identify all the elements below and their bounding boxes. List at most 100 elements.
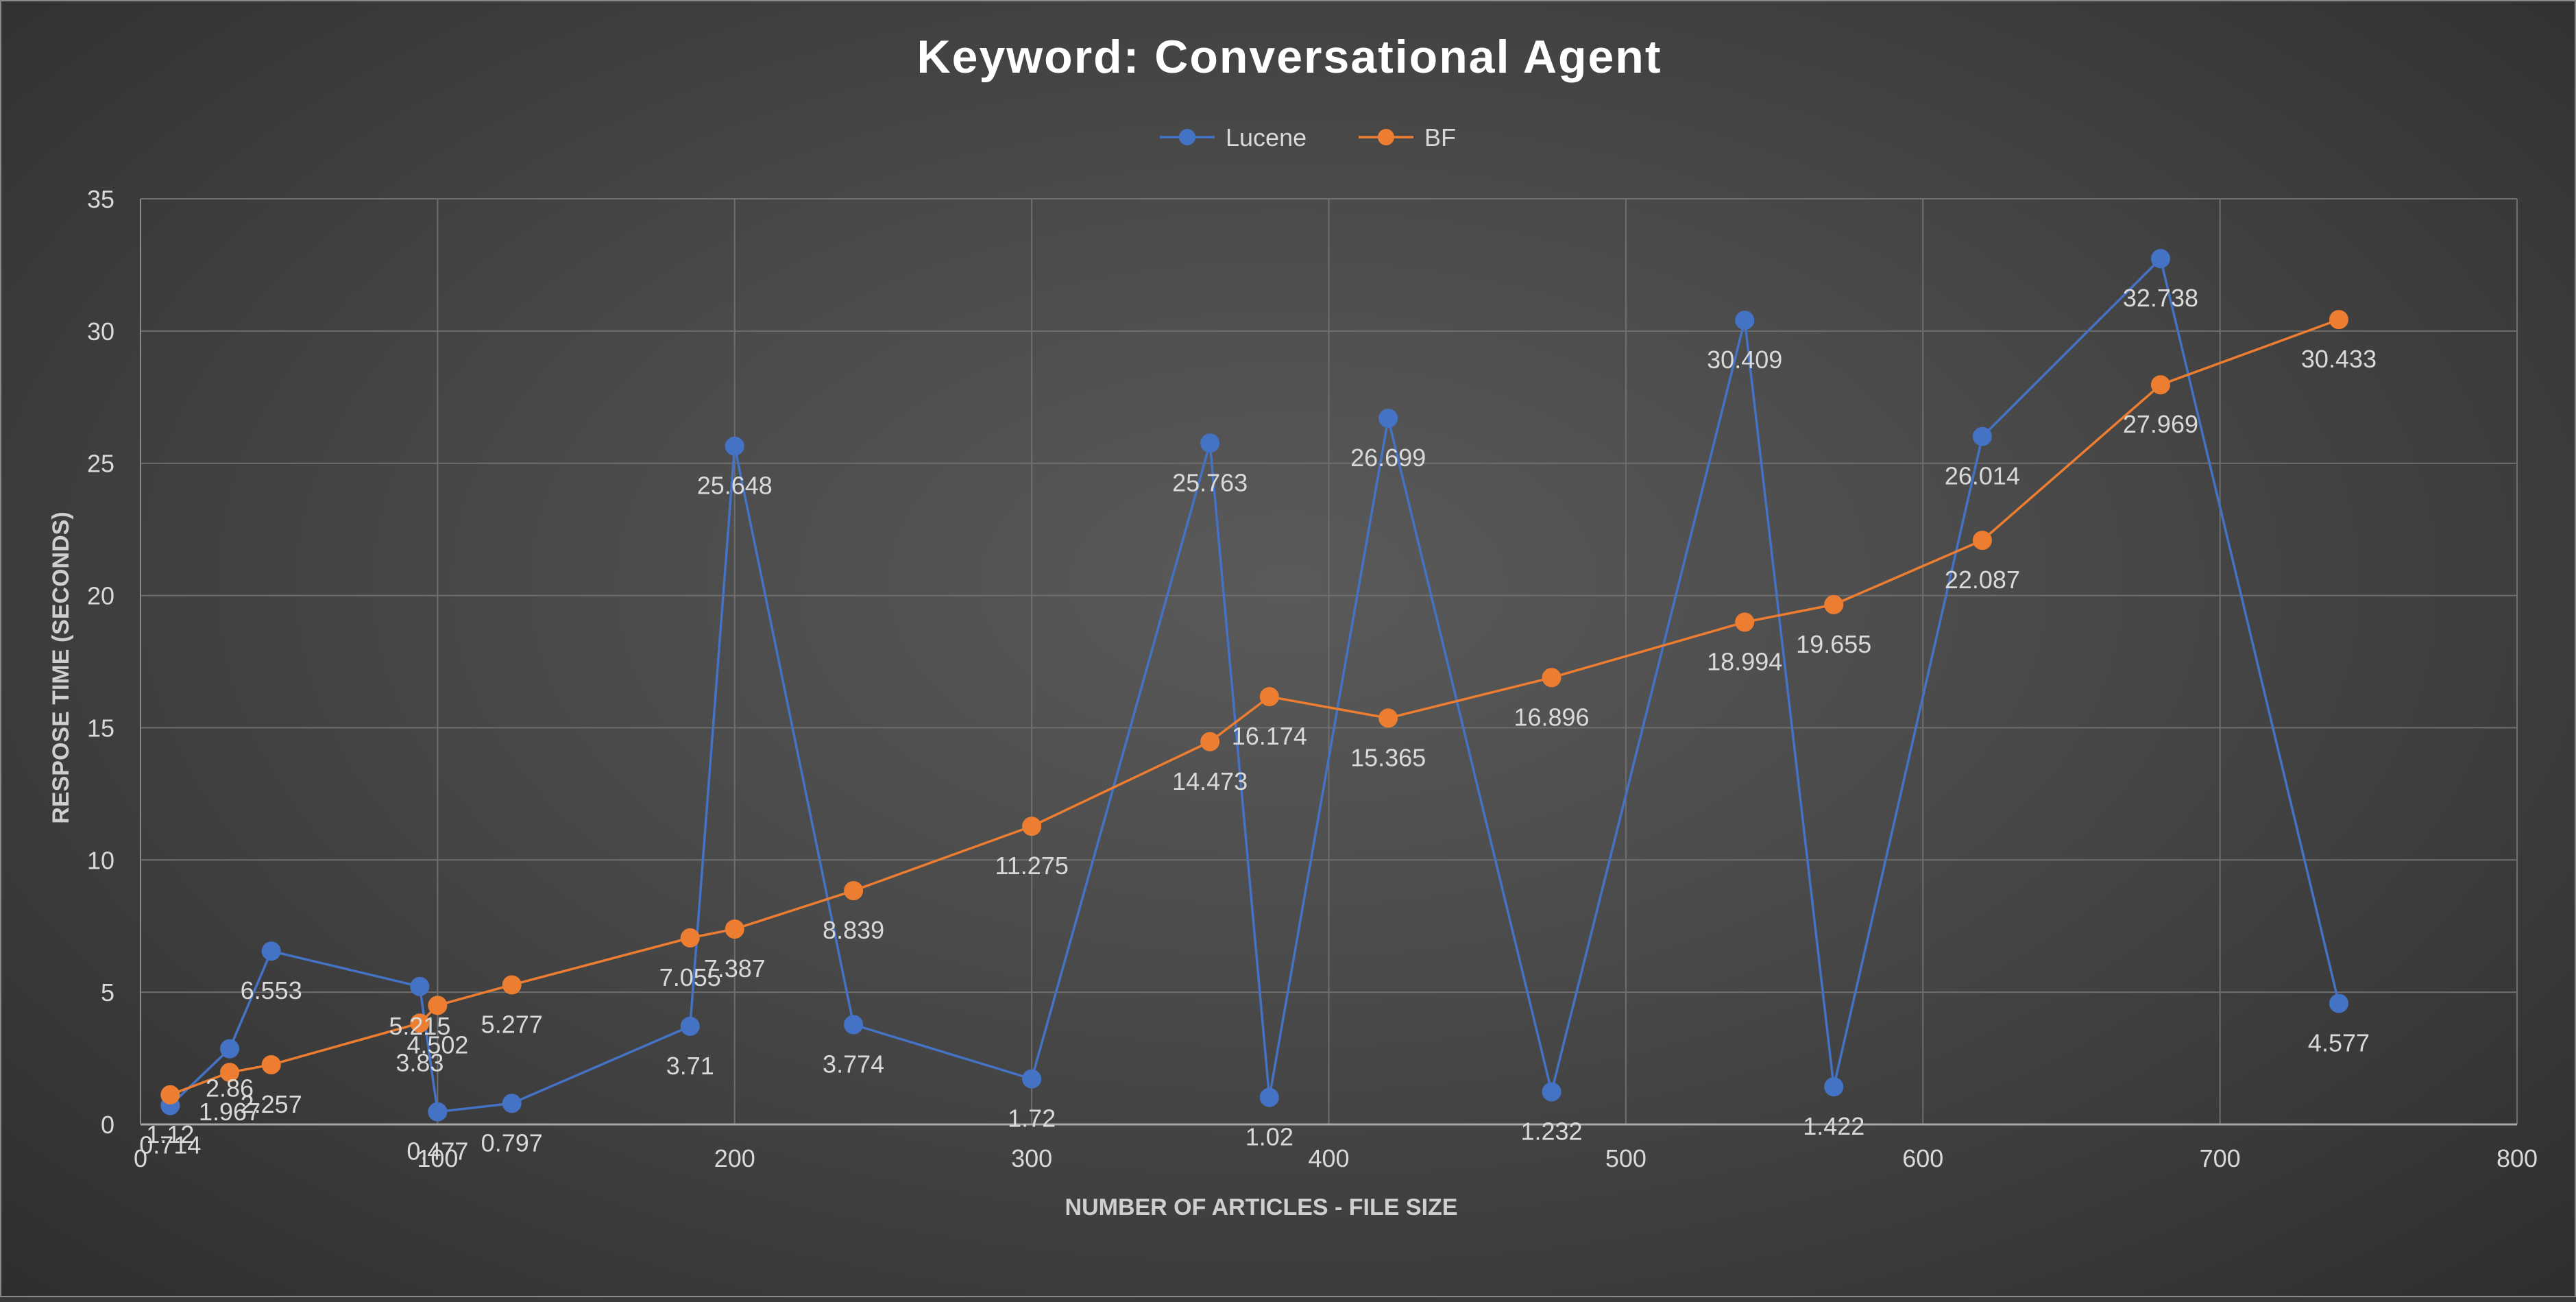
data-label-lucene: 30.409 <box>1707 346 1782 374</box>
data-label-lucene: 1.232 <box>1520 1117 1582 1145</box>
axes: 0 5 10 15 20 25 30 35 0 100 200 300 400 500 600 700 800 <box>87 185 2538 1172</box>
series-line-lucene <box>169 257 2340 1113</box>
data-point-lucene <box>1200 433 1220 453</box>
y-tick-label: 30 <box>87 317 114 346</box>
y-axis-title: RESPOSE TIME (SECONDS) <box>48 511 74 823</box>
data-label-lucene: 32.738 <box>2123 284 2198 312</box>
data-point-lucene <box>1735 311 1755 330</box>
data-point-bf <box>2150 375 2170 395</box>
data-label-bf: 4.502 <box>406 1030 468 1059</box>
data-label-lucene: 0.797 <box>481 1129 543 1157</box>
data-point-lucene <box>1259 1087 1279 1107</box>
legend-item-bf: BF <box>1359 123 1456 152</box>
data-label-bf: 19.655 <box>1796 630 1871 658</box>
data-label-bf: 22.087 <box>1945 566 2020 594</box>
data-label-lucene: 25.763 <box>1172 468 1248 496</box>
data-label-lucene: 0.477 <box>406 1137 468 1166</box>
legend-label: BF <box>1424 123 1456 152</box>
data-label-bf: 2.257 <box>241 1090 302 1118</box>
legend-label: Lucene <box>1226 123 1307 152</box>
x-axis-title: NUMBER OF ARTICLES - FILE SIZE <box>1065 1194 1458 1220</box>
data-point-lucene <box>680 1016 700 1036</box>
data-label-bf: 27.969 <box>2123 410 2198 438</box>
data-label-lucene: 26.014 <box>1945 462 2020 490</box>
data-point-lucene <box>502 1094 522 1113</box>
legend-marker <box>1179 129 1195 145</box>
data-label-bf: 1.12 <box>146 1120 194 1148</box>
x-tick-label: 0 <box>134 1144 147 1172</box>
data-point-lucene <box>725 436 744 456</box>
x-tick-label: 100 <box>417 1144 458 1172</box>
data-point-lucene <box>1378 409 1398 429</box>
data-label-bf: 3.83 <box>396 1048 443 1076</box>
series-layer <box>160 249 2348 1122</box>
data-point-lucene <box>410 976 430 996</box>
data-label-bf: 15.365 <box>1350 743 1426 771</box>
data-label-bf: 11.275 <box>995 852 1068 880</box>
x-tick-label: 700 <box>2200 1144 2241 1172</box>
y-tick-label: 10 <box>87 846 114 874</box>
data-label-bf: 7.387 <box>704 954 766 982</box>
data-point-lucene <box>1972 426 1992 446</box>
data-label-lucene: 26.699 <box>1350 444 1426 472</box>
data-label-lucene: 3.71 <box>666 1052 714 1080</box>
x-tick-label: 400 <box>1308 1144 1349 1172</box>
data-point-bf <box>1200 732 1220 751</box>
legend-marker <box>1378 129 1394 145</box>
x-tick-label: 600 <box>1902 1144 1943 1172</box>
data-point-lucene <box>261 941 281 961</box>
data-point-bf <box>220 1063 240 1083</box>
data-point-lucene <box>1824 1077 1844 1097</box>
data-point-bf <box>1259 687 1279 707</box>
data-label-bf: 5.277 <box>481 1010 543 1038</box>
data-point-lucene <box>1542 1082 1562 1102</box>
data-label-lucene: 6.553 <box>241 976 302 1004</box>
data-point-bf <box>1022 817 1042 836</box>
data-label-lucene: 2.86 <box>206 1074 254 1102</box>
data-point-lucene <box>220 1039 240 1059</box>
y-tick-label: 15 <box>87 714 114 742</box>
data-point-lucene <box>1022 1069 1042 1089</box>
legend-item-lucene: Lucene <box>1160 123 1307 152</box>
data-point-lucene <box>2329 993 2348 1013</box>
data-label-bf: 14.473 <box>1172 767 1248 795</box>
data-label-lucene: 1.422 <box>1803 1112 1864 1140</box>
y-tick-label: 0 <box>101 1111 114 1139</box>
x-tick-label: 300 <box>1011 1144 1052 1172</box>
data-labels: 0.714 2.86 6.553 5.215 0.477 0.797 3.71 25.648 3… <box>139 284 2377 1165</box>
data-point-bf <box>2329 310 2348 330</box>
data-point-lucene <box>428 1102 448 1122</box>
series-line-bf <box>169 318 2340 1096</box>
data-point-bf <box>1378 708 1398 728</box>
data-label-bf: 1.967 <box>199 1098 260 1126</box>
data-label-bf: 8.839 <box>823 916 884 944</box>
data-point-bf <box>1972 531 1992 551</box>
data-label-lucene: 5.215 <box>389 1012 450 1040</box>
data-point-bf <box>410 1013 430 1033</box>
data-point-lucene <box>844 1015 864 1035</box>
data-point-bf <box>680 928 700 948</box>
data-label-bf: 16.896 <box>1514 703 1589 731</box>
x-tick-label: 200 <box>714 1144 755 1172</box>
y-tick-label: 5 <box>101 978 114 1006</box>
data-label-lucene: 4.577 <box>2308 1028 2370 1057</box>
x-tick-label: 800 <box>2496 1144 2538 1172</box>
data-label-bf: 18.994 <box>1707 647 1782 675</box>
data-point-bf <box>844 881 864 901</box>
y-tick-label: 25 <box>87 450 114 478</box>
data-label-lucene: 25.648 <box>697 472 773 500</box>
data-point-lucene <box>2150 249 2170 269</box>
chart-title: Keyword: Conversational Agent <box>917 31 1662 83</box>
data-label-lucene: 1.72 <box>1008 1105 1056 1133</box>
gridlines <box>141 198 2518 1124</box>
y-tick-label: 20 <box>87 582 114 610</box>
data-label-lucene: 3.774 <box>823 1050 884 1078</box>
data-point-bf <box>502 975 522 995</box>
data-label-bf: 16.174 <box>1232 722 1307 750</box>
x-tick-label: 500 <box>1605 1144 1647 1172</box>
data-point-bf <box>428 996 448 1015</box>
legend: Lucene BF <box>1160 123 1456 152</box>
data-point-bf <box>1824 594 1844 614</box>
